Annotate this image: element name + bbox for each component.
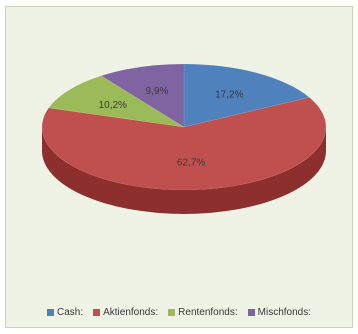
legend-label: Rentenfonds: (178, 307, 238, 318)
pie-slice-rentenfonds (48, 75, 185, 128)
pie-slice-cash (183, 63, 310, 128)
legend-swatch (247, 309, 255, 316)
data-label-aktienfonds: 62,7% (177, 158, 205, 169)
pie-slice-mischfonds (100, 63, 185, 128)
data-label-cash: 17,2% (215, 90, 243, 101)
legend-label: Cash: (56, 307, 84, 318)
pie-slice-aktienfonds (41, 97, 327, 191)
data-label-mischfonds: 9,9% (146, 86, 169, 97)
legend-item-cash: Cash: (46, 307, 84, 318)
legend: Cash: Aktienfonds: Rentenfonds: Mischfonds: (6, 307, 352, 318)
legend-label: Mischfonds: (257, 307, 312, 318)
pie-chart: 17,2% 62,7% 10,2% 9,9% (41, 63, 327, 214)
legend-swatch (93, 309, 101, 316)
legend-item-mischfonds: Mischfonds: (247, 307, 312, 318)
legend-swatch (168, 309, 176, 316)
legend-label: Aktienfonds: (103, 307, 159, 318)
legend-item-aktienfonds: Aktienfonds: (93, 307, 158, 318)
chart-area: 17,2% 62,7% 10,2% 9,9% Cash: Aktienfonds: Ren… (5, 6, 353, 328)
data-label-rentenfonds: 10,2% (99, 100, 127, 111)
legend-swatch (46, 309, 54, 316)
pie-side-aktienfonds (42, 127, 326, 214)
legend-item-rentenfonds: Rentenfonds: (168, 307, 238, 318)
